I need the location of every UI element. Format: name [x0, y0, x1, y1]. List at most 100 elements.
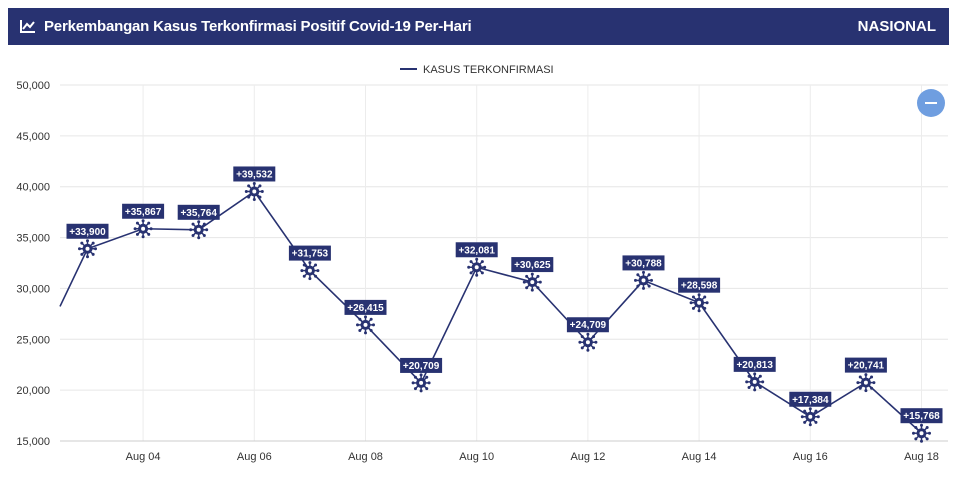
virus-spike-tip [705, 301, 709, 305]
virus-spike-tip [202, 233, 206, 237]
virus-spike-tip [419, 373, 423, 377]
virus-core [474, 265, 479, 270]
virus-spike-tip [691, 306, 695, 310]
virus-spike-tip [814, 420, 818, 424]
virus-spike-tip [925, 426, 929, 430]
y-tick-label: 45,000 [16, 131, 50, 143]
virus-marker [745, 372, 765, 392]
virus-spike-tip [920, 423, 923, 427]
x-tick-label: Aug 16 [793, 451, 828, 463]
data-label-bg [455, 242, 498, 258]
virus-spike-tip [594, 340, 598, 344]
virus-spike-tip [483, 265, 487, 269]
virus-spike-tip [758, 386, 762, 390]
chart-area: 15,000 20,000 25,000 30,000 35,000 40,000 45,0… [0, 50, 974, 481]
virus-spike-tip [252, 181, 256, 185]
virus-spike-tip [858, 386, 862, 390]
y-tick-label: 15,000 [16, 436, 50, 448]
virus-marker [467, 257, 487, 277]
virus-spike-tip [870, 386, 874, 390]
virus-core [196, 227, 201, 232]
virus-spike-tip [753, 388, 757, 392]
virus-spike-tip [197, 220, 201, 224]
data-label: +17,384 [792, 395, 829, 406]
virus-spike-tip [803, 420, 807, 424]
virus-core [641, 278, 646, 283]
virus-marker [244, 181, 264, 201]
data-label-bg [66, 223, 109, 239]
virus-spike-tip [920, 439, 923, 443]
chart-title: Perkembangan Kasus Terkonfirmasi Positif… [44, 18, 472, 35]
data-label: +20,813 [736, 360, 773, 371]
virus-spike-tip [636, 284, 640, 288]
virus-core [585, 340, 590, 345]
x-tick-label: Aug 10 [459, 451, 494, 463]
virus-core [307, 268, 312, 273]
virus-spike-tip [689, 301, 693, 305]
virus-spike-tip [358, 329, 362, 333]
data-label-bg [566, 317, 609, 333]
virus-spike-tip [747, 386, 751, 390]
virus-spike-tip [586, 332, 590, 336]
virus-spike-tip [358, 317, 362, 321]
data-label-bg [900, 408, 943, 424]
virus-spike-tip [912, 431, 915, 435]
virus-spike-tip [914, 426, 918, 430]
virus-spike-tip [372, 323, 375, 327]
virus-spike-tip [427, 381, 431, 385]
data-label-bg [288, 245, 331, 261]
virus-spike-tip [205, 228, 209, 232]
zoom-out-button[interactable] [917, 89, 945, 117]
virus-spike-tip [149, 227, 153, 231]
virus-spike-tip [808, 423, 812, 427]
data-label: +28,598 [681, 281, 718, 292]
virus-spike-tip [78, 247, 81, 251]
y-tick-label: 25,000 [16, 334, 50, 346]
virus-spike-tip [761, 380, 765, 384]
data-label-bg [733, 356, 776, 372]
virus-spike-tip [425, 375, 429, 379]
virus-spike-tip [636, 273, 640, 277]
virus-spike-tip [94, 247, 97, 251]
virus-spike-tip [536, 274, 540, 278]
virus-spike-tip [691, 295, 695, 299]
virus-spike-tip [864, 373, 868, 377]
data-label: +33,900 [69, 227, 106, 238]
virus-marker [522, 272, 542, 292]
virus-spike-tip [538, 280, 542, 284]
x-tick-label: Aug 08 [348, 451, 383, 463]
virus-spike-tip [86, 239, 89, 243]
virus-marker [578, 332, 598, 352]
y-tick-label: 20,000 [16, 385, 50, 397]
virus-core [419, 380, 424, 385]
virus-spike-tip [191, 233, 195, 237]
x-tick-label: Aug 04 [126, 451, 161, 463]
data-label: +26,415 [347, 303, 384, 314]
virus-spike-tip [800, 415, 804, 419]
data-label-bg [789, 391, 832, 407]
virus-spike-tip [141, 235, 145, 239]
virus-spike-tip [300, 269, 304, 273]
virus-marker [356, 315, 375, 335]
virus-spike-tip [697, 309, 701, 313]
virus-marker [133, 219, 153, 239]
virus-spike-tip [856, 381, 860, 385]
data-label-bg [400, 357, 443, 373]
chart-header: Perkembangan Kasus Terkonfirmasi Positif… [8, 8, 949, 45]
data-label-bg [511, 257, 554, 273]
virus-spike-tip [133, 227, 137, 231]
virus-spike-tip [536, 286, 540, 290]
virus-marker [189, 220, 209, 240]
virus-spike-tip [189, 228, 193, 232]
virus-spike-tip [928, 431, 931, 435]
virus-spike-tip [642, 270, 645, 274]
legend: KASUS TERKONFIRMASI [400, 64, 554, 76]
virus-spike-tip [745, 380, 749, 384]
virus-core [919, 431, 924, 436]
region-label: NASIONAL [857, 18, 936, 35]
virus-spike-tip [419, 389, 423, 393]
virus-spike-tip [356, 323, 359, 327]
virus-spike-tip [258, 195, 262, 199]
line-chart-icon [20, 20, 35, 33]
virus-spike-tip [302, 263, 306, 267]
